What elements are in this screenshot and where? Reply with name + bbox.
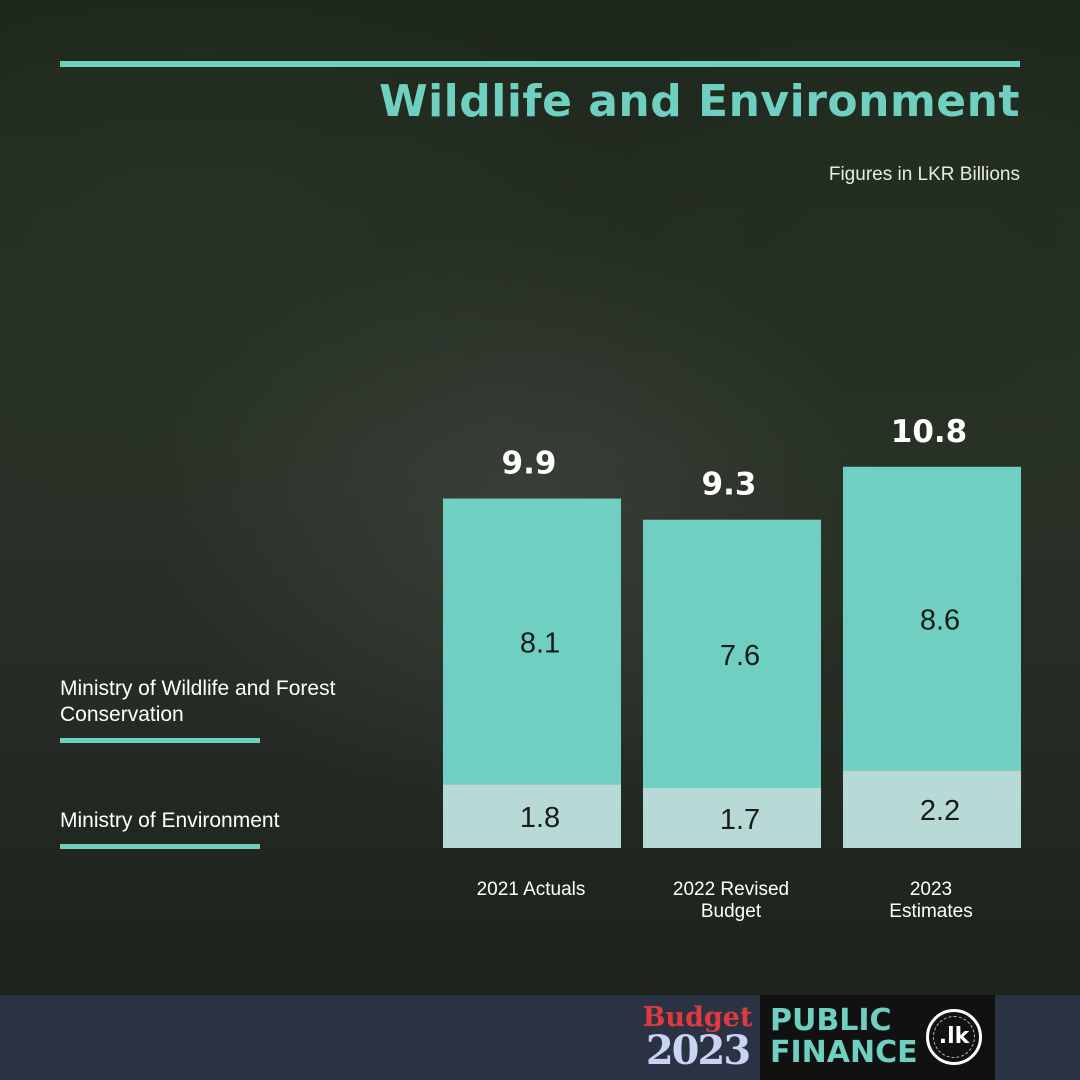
segment-label-environment-2: 2.2 bbox=[920, 795, 960, 827]
public-finance-wordmark: PUBLIC FINANCE bbox=[770, 1005, 930, 1069]
segment-label-wildlife-1: 7.6 bbox=[720, 640, 760, 672]
budget-logo-word: Budget bbox=[642, 1002, 753, 1033]
segment-label-wildlife-0: 8.1 bbox=[520, 627, 560, 659]
bar-wildlife-2 bbox=[843, 466, 1021, 771]
total-label-2: 10.8 bbox=[891, 414, 968, 450]
public-finance-line-2: FINANCE bbox=[770, 1035, 918, 1070]
total-label-1: 9.3 bbox=[702, 467, 757, 503]
public-finance-logo: PUBLIC FINANCE .lk bbox=[760, 995, 995, 1080]
segment-label-environment-0: 1.8 bbox=[520, 802, 560, 834]
chart-subtitle: Figures in LKR Billions bbox=[828, 164, 1020, 185]
title-rule bbox=[60, 61, 1020, 67]
category-label-2-0: 2023 bbox=[910, 879, 952, 900]
category-label-1-1: Budget bbox=[701, 901, 762, 922]
segment-label-environment-1: 1.7 bbox=[720, 804, 760, 836]
lk-badge-ring bbox=[933, 1016, 975, 1058]
bar-wildlife-0 bbox=[443, 498, 621, 785]
segment-label-wildlife-2: 8.6 bbox=[920, 605, 960, 637]
budget-logo-year: 2023 bbox=[645, 1027, 751, 1074]
category-label-2-1: Estimates bbox=[889, 901, 972, 922]
public-finance-line-1: PUBLIC bbox=[770, 1003, 892, 1038]
category-label-0-0: 2021 Actuals bbox=[477, 879, 586, 900]
chart-title: Wildlife and Environment bbox=[379, 76, 1020, 127]
legend-swatch-environment bbox=[60, 844, 260, 849]
bar-environment-1 bbox=[643, 787, 821, 848]
budget-2023-logo: Budget 2023 bbox=[640, 1003, 755, 1075]
lk-badge-text: .lk bbox=[938, 1024, 970, 1049]
legend-swatch-wildlife bbox=[60, 738, 260, 743]
legend-label-environment: Ministry of Environment bbox=[60, 809, 280, 832]
bar-environment-2 bbox=[843, 770, 1021, 848]
lk-badge-icon: .lk bbox=[926, 1009, 982, 1065]
category-label-1-0: 2022 Revised bbox=[673, 879, 789, 900]
bar-wildlife-1 bbox=[643, 519, 821, 788]
total-label-0: 9.9 bbox=[502, 446, 557, 482]
bar-environment-0 bbox=[443, 784, 621, 848]
legend-label-wildlife: Ministry of Wildlife and Forest Conserva… bbox=[60, 677, 336, 726]
stacked-bar-chart: 1.8 8.1 9.9 2021 Actuals 1.7 7.6 9.3 2022 Revis… bbox=[443, 414, 1021, 922]
